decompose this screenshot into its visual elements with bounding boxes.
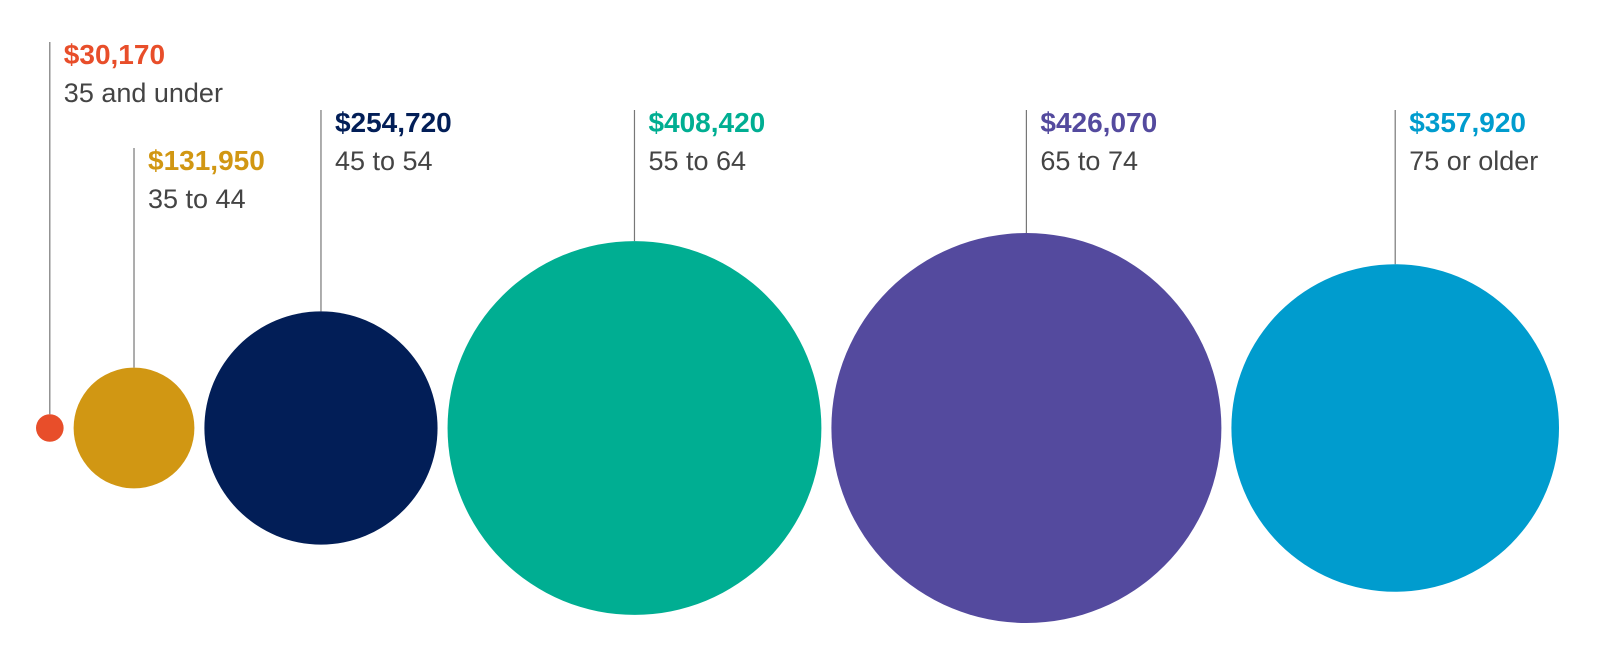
bubble [1231, 264, 1560, 592]
value-label: $30,170 [64, 39, 165, 70]
value-label: $357,920 [1409, 107, 1526, 138]
value-label: $254,720 [335, 107, 452, 138]
bubble [204, 311, 438, 545]
category-label: 45 to 54 [335, 146, 433, 176]
category-label: 75 or older [1409, 146, 1538, 176]
bubble [36, 414, 64, 442]
bubble [73, 367, 195, 489]
value-label: $131,950 [148, 145, 265, 176]
bubble [831, 233, 1222, 623]
bubble [447, 241, 822, 615]
category-label: 35 to 44 [148, 184, 246, 214]
category-label: 35 and under [64, 78, 223, 108]
category-label: 65 to 74 [1040, 146, 1138, 176]
value-label: $426,070 [1040, 107, 1157, 138]
category-label: 55 to 64 [648, 146, 746, 176]
value-label: $408,420 [648, 107, 765, 138]
